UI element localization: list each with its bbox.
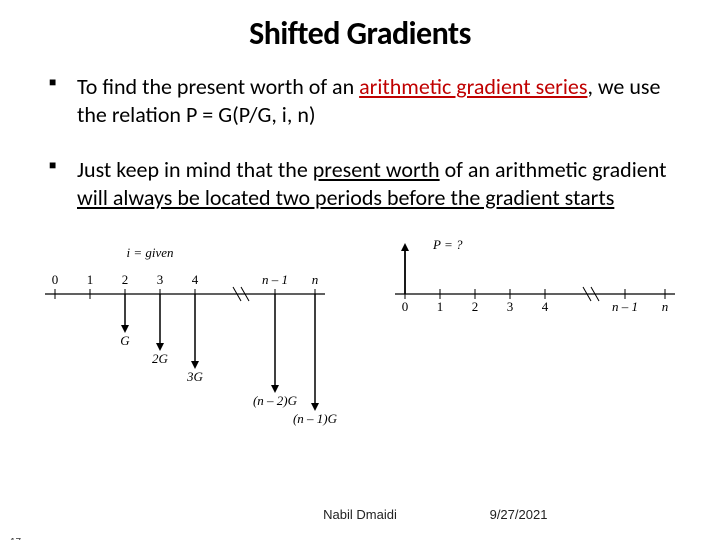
b2-u2: will always be located two periods befor… [77,184,614,211]
cashflow-diagram: 0 1 2 3 4 n – 1 n i = given G 2G [45,239,685,429]
slide-title: Shifted Gradients [0,14,720,53]
footer-date: 9/27/2021 [490,507,548,522]
g5: (n – 1)G [293,411,338,426]
b2-mid: of an arithmetic gradient [440,156,667,183]
r-t6: n [662,299,669,314]
l-t2: 2 [122,272,129,287]
l-t3: 3 [157,272,164,287]
l-t5: n – 1 [262,272,288,287]
slide: Shifted Gradients To find the present wo… [0,14,720,540]
footer-author: Nabil Dmaidi [323,507,397,522]
l-t0: 0 [52,272,59,287]
p-label: P = ? [432,239,463,252]
g1: G [120,333,130,348]
b1-pre: To find the present worth of an [77,73,359,100]
b1-highlight: arithmetic gradient series [359,73,587,100]
l-t1: 1 [87,272,94,287]
slide-body: To find the present worth of an arithmet… [0,73,720,429]
bullet-list: To find the present worth of an arithmet… [45,73,675,211]
bullet-1: To find the present worth of an arithmet… [45,73,675,128]
r-t3: 3 [507,299,514,314]
r-t2: 2 [472,299,479,314]
b2-u1: present worth [313,156,440,183]
b2-pre: Just keep in mind that the [77,156,313,183]
g2: 2G [152,351,169,366]
r-t5: n – 1 [612,299,638,314]
g4: (n – 2)G [253,393,298,408]
r-t4: 4 [542,299,549,314]
bullet-2: Just keep in mind that the present worth… [45,156,675,211]
diagram-svg: 0 1 2 3 4 n – 1 n i = given G 2G [45,239,685,429]
r-t0: 0 [402,299,409,314]
l-t4: 4 [192,272,199,287]
l-t6: n [312,272,319,287]
r-t1: 1 [437,299,444,314]
left-timeline: 0 1 2 3 4 n – 1 n i = given G 2G [45,245,338,426]
g3: 3G [186,369,204,384]
rate-label: i = given [126,245,173,260]
right-timeline: 0 1 2 3 4 n – 1 n P = ? [395,239,675,314]
